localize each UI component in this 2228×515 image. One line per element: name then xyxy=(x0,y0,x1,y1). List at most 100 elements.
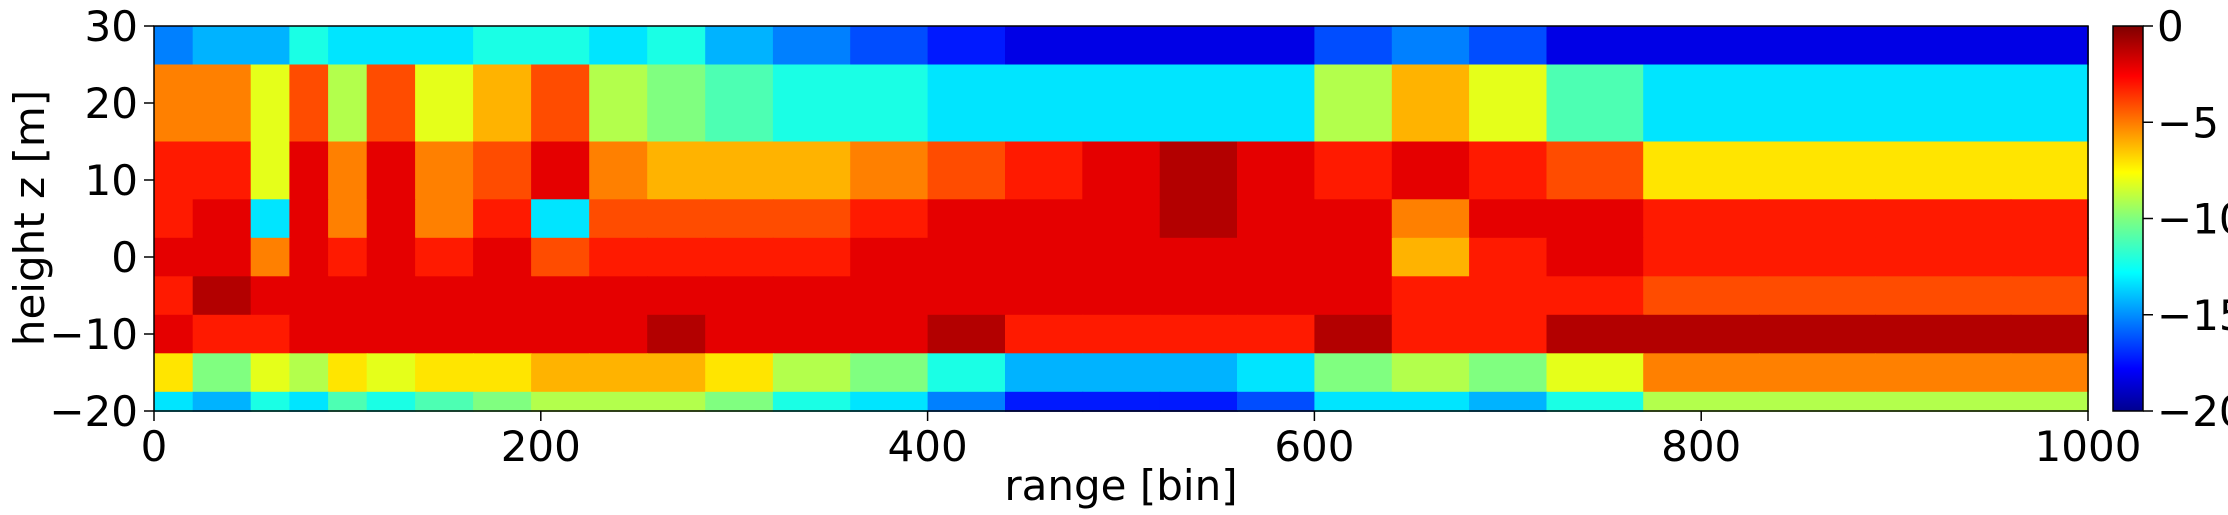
heatmap-cell xyxy=(1643,64,1760,143)
heatmap-cell xyxy=(927,391,1006,412)
heatmap-cell xyxy=(1237,237,1316,278)
heatmap-cell xyxy=(772,276,852,316)
heatmap-cell xyxy=(531,199,590,239)
y-axis: −20 −10 0 10 20 30 xyxy=(49,2,154,436)
heatmap-cell xyxy=(473,276,532,316)
heatmap-cell xyxy=(850,141,929,200)
heatmap-cell xyxy=(705,353,774,393)
heatmap-cell xyxy=(850,314,929,355)
heatmap-cell xyxy=(415,391,474,412)
heatmap-cell xyxy=(1314,353,1393,393)
heatmap-cell xyxy=(647,199,706,239)
colorbar-tick-label: −10 xyxy=(2157,195,2228,244)
heatmap-cell xyxy=(531,141,590,200)
heatmap-cell xyxy=(289,199,329,239)
heatmap-cell xyxy=(1391,237,1470,278)
heatmap-cell xyxy=(415,314,474,355)
heatmap-cell xyxy=(772,353,852,393)
heatmap-cell xyxy=(192,353,252,393)
heatmap-cell xyxy=(1082,199,1161,239)
heatmap-cell xyxy=(1237,26,1316,66)
heatmap-cell xyxy=(1546,276,1644,316)
heatmap-cell xyxy=(2010,314,2089,355)
heatmap-cell xyxy=(647,314,706,355)
heatmap-cell xyxy=(647,276,706,316)
heatmap-cell xyxy=(1391,64,1470,143)
heatmap-cell xyxy=(1469,391,1548,412)
heatmap-cell xyxy=(705,141,774,200)
heatmap-cell xyxy=(1643,141,1760,200)
heatmap-cell xyxy=(705,199,774,239)
heatmap-cell xyxy=(850,237,929,278)
heatmap-cell xyxy=(705,26,774,66)
heatmap-cell xyxy=(1759,141,1876,200)
heatmap-cell xyxy=(927,64,1006,143)
heatmap-cell xyxy=(1391,199,1470,239)
heatmap-cell xyxy=(1314,141,1393,200)
heatmap-cell xyxy=(366,26,416,66)
heatmap-cell xyxy=(1643,199,1760,239)
heatmap-cell xyxy=(589,276,648,316)
heatmap-cell xyxy=(1469,353,1548,393)
heatmap-cell xyxy=(192,199,252,239)
heatmap-cell xyxy=(850,276,929,316)
heatmap-cell xyxy=(772,26,852,66)
heatmap-cell xyxy=(250,391,291,412)
heatmap-cell xyxy=(1159,64,1238,143)
heatmap-cell xyxy=(647,141,706,200)
heatmap-cell xyxy=(289,64,329,143)
heatmap-cell xyxy=(927,353,1006,393)
heatmap-cell xyxy=(1875,276,2012,316)
heatmap-cell xyxy=(1546,199,1644,239)
colorbar-ticks: 0 −5 −10 −15 −20 xyxy=(2143,2,2228,436)
heatmap-cell xyxy=(1759,314,1876,355)
heatmap-cell xyxy=(1469,64,1548,143)
heatmap-cell xyxy=(1005,276,1084,316)
heatmap-cell xyxy=(1469,237,1548,278)
heatmap-cell xyxy=(647,391,706,412)
heatmap-cell xyxy=(1759,276,1876,316)
heatmap-cell xyxy=(154,353,194,393)
heatmap-cell xyxy=(1391,141,1470,200)
heatmap-cell xyxy=(328,353,368,393)
heatmap-cell xyxy=(2010,64,2089,143)
heatmap-cell xyxy=(1082,391,1161,412)
heatmap-cell xyxy=(1391,391,1470,412)
heatmap-cell xyxy=(328,314,368,355)
heatmap-cell xyxy=(1082,141,1161,200)
heatmap-cell xyxy=(250,141,291,200)
heatmap-cell xyxy=(250,276,291,316)
colorbar-tick-label: −5 xyxy=(2157,98,2219,147)
heatmap-cell xyxy=(705,314,774,355)
heatmap-cell xyxy=(1875,64,2012,143)
heatmap-cell xyxy=(415,64,474,143)
heatmap-cell xyxy=(1314,276,1393,316)
heatmap-cell xyxy=(192,237,252,278)
heatmap-cell xyxy=(154,276,194,316)
heatmap-cell xyxy=(328,26,368,66)
colorbar-tick-label: −20 xyxy=(2157,387,2228,436)
x-axis: 0 200 400 600 800 1000 xyxy=(141,411,2141,471)
x-tick-label: 200 xyxy=(501,422,581,471)
heatmap-cell xyxy=(589,141,648,200)
heatmap-cell xyxy=(850,64,929,143)
heatmap-cell xyxy=(589,64,648,143)
heatmap-cell xyxy=(289,26,329,66)
heatmap-cell xyxy=(366,64,416,143)
heatmap-cell xyxy=(1005,314,1084,355)
heatmap-cell xyxy=(647,26,706,66)
heatmap-cell xyxy=(531,391,590,412)
heatmap-cell xyxy=(1005,141,1084,200)
heatmap-cell xyxy=(1469,199,1548,239)
heatmap-cell xyxy=(1875,237,2012,278)
y-axis-label: height z [m] xyxy=(5,90,54,346)
heatmap-cell xyxy=(772,314,852,355)
heatmap-cell xyxy=(192,26,252,66)
heatmap-cell xyxy=(1237,353,1316,393)
heatmap-cell xyxy=(1314,199,1393,239)
heatmap-cell xyxy=(1314,391,1393,412)
heatmap-cell xyxy=(927,276,1006,316)
heatmap-cell xyxy=(1643,237,1760,278)
heatmap-cell xyxy=(192,276,252,316)
heatmap-cell xyxy=(289,391,329,412)
